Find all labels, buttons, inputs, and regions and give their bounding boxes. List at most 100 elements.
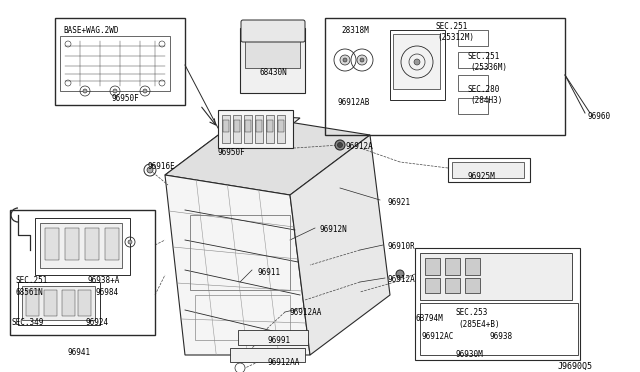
Polygon shape [290, 135, 390, 355]
Text: 96991: 96991 [268, 336, 291, 345]
Text: 96916E: 96916E [148, 162, 176, 171]
Bar [195, 295, 290, 340]
Circle shape [143, 89, 147, 93]
Text: 96924: 96924 [85, 318, 108, 327]
Text: SEC.251: SEC.251 [468, 52, 500, 61]
Text: (284H3): (284H3) [470, 96, 502, 105]
Text: 68561N: 68561N [15, 288, 43, 297]
Text: SEC.253: SEC.253 [455, 308, 488, 317]
Text: 96925M: 96925M [468, 172, 496, 181]
Bar [10, 210, 155, 335]
Bar [223, 120, 229, 132]
FancyBboxPatch shape [241, 20, 305, 42]
Bar [393, 34, 440, 89]
Text: (25336M): (25336M) [470, 63, 507, 72]
Circle shape [337, 142, 342, 148]
Text: (285E4+B): (285E4+B) [458, 320, 500, 329]
Text: 96960: 96960 [587, 112, 610, 121]
Bar [458, 30, 488, 46]
Circle shape [147, 167, 153, 173]
Text: 96984: 96984 [95, 288, 118, 297]
Bar [45, 228, 59, 260]
Text: 96912N: 96912N [320, 225, 348, 234]
Bar [60, 36, 170, 91]
Bar [245, 33, 300, 68]
Text: 96912AB: 96912AB [338, 98, 371, 107]
Circle shape [357, 55, 367, 65]
Text: 96910R: 96910R [388, 242, 416, 251]
Text: J9690Q5: J9690Q5 [558, 362, 593, 371]
Bar [448, 158, 530, 182]
Bar [222, 115, 230, 143]
Circle shape [360, 58, 364, 62]
Bar [55, 18, 185, 105]
Bar [465, 258, 480, 275]
Text: 96938+A: 96938+A [88, 276, 120, 285]
Text: SEC.251: SEC.251 [15, 276, 47, 285]
Bar [458, 52, 488, 68]
Bar [458, 75, 488, 91]
Circle shape [343, 58, 347, 62]
Text: SEC.251: SEC.251 [435, 22, 467, 31]
Bar [233, 115, 241, 143]
Bar [244, 115, 252, 143]
Circle shape [335, 140, 345, 150]
Bar [277, 115, 285, 143]
Bar [190, 215, 290, 290]
Circle shape [128, 240, 132, 244]
Bar [458, 98, 488, 114]
Text: 96938: 96938 [490, 332, 513, 341]
Bar [218, 110, 293, 148]
Bar [18, 282, 100, 325]
Bar [445, 278, 460, 293]
Text: 96911: 96911 [258, 268, 281, 277]
Bar [255, 115, 263, 143]
Bar [390, 30, 445, 100]
Bar [65, 228, 79, 260]
Bar [234, 120, 240, 132]
Text: 96912A: 96912A [346, 142, 374, 151]
Text: 96912AA: 96912AA [290, 308, 323, 317]
Bar [266, 115, 274, 143]
Text: 6B794M: 6B794M [415, 314, 443, 323]
Bar [420, 253, 572, 300]
Bar [78, 290, 91, 316]
Text: 96912AA: 96912AA [268, 358, 300, 367]
Text: SEC.280: SEC.280 [468, 85, 500, 94]
Circle shape [113, 89, 117, 93]
Bar [452, 162, 524, 178]
Text: BASE+WAG.2WD: BASE+WAG.2WD [63, 26, 118, 35]
Bar [240, 28, 305, 93]
Bar [267, 120, 273, 132]
Text: 96930M: 96930M [455, 350, 483, 359]
Text: 96941: 96941 [68, 348, 91, 357]
Text: SEC.349: SEC.349 [12, 318, 44, 327]
Polygon shape [165, 115, 300, 178]
Circle shape [396, 270, 404, 278]
Bar [40, 223, 122, 268]
Text: 96912A: 96912A [388, 275, 416, 284]
Text: 96912AC: 96912AC [422, 332, 454, 341]
Bar [465, 278, 480, 293]
Bar [62, 290, 75, 316]
Bar [35, 218, 130, 275]
Text: 68430N: 68430N [260, 68, 288, 77]
Bar [256, 120, 262, 132]
Bar [22, 286, 95, 320]
Bar [26, 290, 39, 316]
Polygon shape [165, 175, 310, 355]
Bar [85, 228, 99, 260]
Circle shape [83, 89, 87, 93]
Bar [325, 18, 565, 135]
Polygon shape [165, 115, 370, 195]
Bar [238, 330, 308, 345]
Bar [425, 278, 440, 293]
Bar [425, 258, 440, 275]
Circle shape [414, 59, 420, 65]
Circle shape [340, 55, 350, 65]
Bar [415, 248, 580, 360]
Bar [230, 348, 305, 362]
Text: (25312M): (25312M) [437, 33, 474, 42]
Bar [105, 228, 119, 260]
Bar [420, 303, 578, 355]
